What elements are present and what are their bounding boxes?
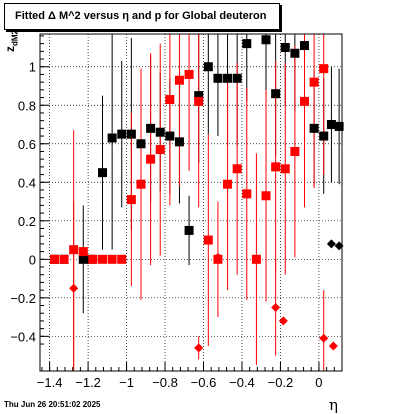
data-point-square <box>299 41 309 51</box>
x-tick-label: −1 <box>119 375 134 390</box>
y-tick-label: 0.6 <box>18 137 36 152</box>
data-point-square <box>232 73 242 83</box>
data-point-diamond <box>213 252 223 262</box>
data-point-square <box>326 120 336 130</box>
data-point-square <box>242 39 252 49</box>
timestamp-footer: Thu Jun 26 20:51:02 2025 <box>4 400 101 409</box>
data-point-square <box>280 164 290 174</box>
data-point-square <box>184 69 194 79</box>
data-point-square <box>146 154 156 164</box>
y-axis-label: zdM2 <box>3 30 19 52</box>
data-point-square <box>223 179 233 189</box>
x-tick-label: −0.8 <box>152 375 178 390</box>
data-point-square <box>271 89 281 99</box>
data-point-diamond <box>328 341 338 351</box>
x-tick-label: −1.4 <box>37 375 63 390</box>
data-point-diamond <box>271 302 281 312</box>
error-bars <box>73 34 340 371</box>
data-point-square <box>271 162 281 172</box>
grid-lines <box>40 34 342 371</box>
axis-ticks <box>40 35 335 371</box>
data-point-square <box>126 129 136 139</box>
data-point-square <box>136 179 146 189</box>
title-box: Fitted Δ M^2 versus η and p for Global d… <box>4 3 280 30</box>
tick-labels: −1.4 −1.2 −1 −0.8 −0.6 −0.4 −0.2 0 −0.4 −0.2 0 0.2 0… <box>10 60 322 390</box>
data-point-diamond <box>194 343 204 353</box>
data-point-square <box>78 254 88 264</box>
data-point-square <box>299 96 309 106</box>
data-point-square <box>251 254 261 264</box>
data-point-square <box>280 42 290 52</box>
y-tick-label: 0.8 <box>18 98 36 113</box>
data-point-square <box>194 91 204 101</box>
data-point-square <box>242 189 252 199</box>
y-tick-label: 0.2 <box>18 214 36 229</box>
data-point-square <box>203 235 213 245</box>
data-point-square <box>232 164 242 174</box>
data-point-square <box>126 195 136 205</box>
y-axis-label-main: z <box>3 46 17 52</box>
x-tick-label: −0.6 <box>191 375 217 390</box>
x-tick-label: −0.4 <box>229 375 255 390</box>
data-point-square <box>88 254 98 264</box>
y-axis-label-sub: dM2 <box>10 30 20 46</box>
data-point-square <box>59 254 69 264</box>
data-point-square <box>107 254 117 264</box>
plot-frame <box>39 33 343 372</box>
data-point-square <box>117 129 127 139</box>
data-point-diamond <box>319 333 329 343</box>
data-point-square <box>69 245 79 255</box>
data-point-square <box>319 131 329 141</box>
data-point-square <box>261 191 271 201</box>
data-point-square <box>261 35 271 45</box>
x-axis-label: η <box>329 396 338 414</box>
data-point-square <box>165 131 175 141</box>
data-point-square <box>184 225 194 235</box>
y-tick-label: 1 <box>29 60 36 75</box>
y-tick-label: 0.4 <box>18 175 36 190</box>
data-point-square <box>290 48 300 58</box>
data-point-square <box>155 145 165 155</box>
x-tick-label: −0.2 <box>268 375 294 390</box>
data-point-square <box>107 133 117 143</box>
data-point-square <box>194 96 204 106</box>
data-point-square <box>223 73 233 83</box>
x-tick-label: −1.2 <box>75 375 101 390</box>
data-point-diamond <box>326 239 336 249</box>
data-point-square <box>98 254 108 264</box>
data-point-square <box>78 247 88 257</box>
data-markers <box>49 35 344 353</box>
data-point-square <box>319 64 329 74</box>
data-point-square <box>49 254 59 264</box>
data-point-square <box>174 75 184 85</box>
data-point-square <box>309 123 319 133</box>
y-tick-label: −0.4 <box>10 329 36 344</box>
data-point-diamond <box>69 283 79 293</box>
data-point-square <box>117 254 127 264</box>
data-point-square <box>290 146 300 156</box>
data-point-square <box>309 77 319 87</box>
data-point-square <box>165 94 175 104</box>
y-tick-label: 0 <box>29 252 36 267</box>
data-point-square <box>174 137 184 147</box>
data-point-square <box>213 73 223 83</box>
data-point-square <box>155 127 165 137</box>
data-point-square <box>98 168 108 178</box>
data-point-square <box>203 62 213 72</box>
data-point-square <box>136 139 146 149</box>
data-point-square <box>334 121 344 131</box>
data-point-diamond <box>334 241 344 251</box>
x-tick-label: 0 <box>315 375 322 390</box>
chart-title: Fitted Δ M^2 versus η and p for Global d… <box>15 10 267 22</box>
data-point-square <box>146 123 156 133</box>
y-tick-label: −0.2 <box>10 291 36 306</box>
data-point-diamond <box>278 316 288 326</box>
